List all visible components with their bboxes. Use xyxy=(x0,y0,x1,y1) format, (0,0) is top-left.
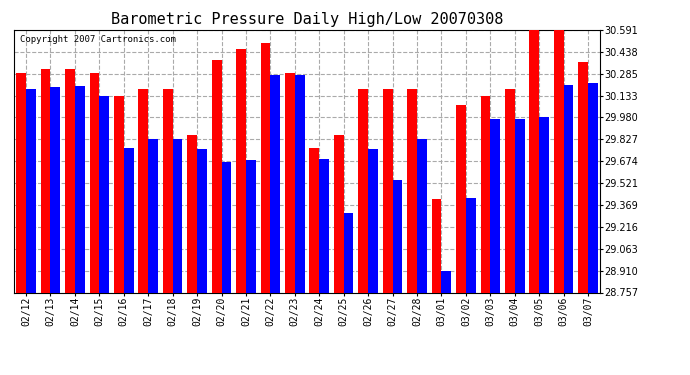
Bar xyxy=(368,149,378,292)
Bar xyxy=(539,117,549,292)
Bar xyxy=(554,30,564,292)
Bar xyxy=(90,73,99,292)
Title: Barometric Pressure Daily High/Low 20070308: Barometric Pressure Daily High/Low 20070… xyxy=(111,12,503,27)
Bar xyxy=(319,159,329,292)
Bar xyxy=(75,86,85,292)
Bar xyxy=(246,160,256,292)
Bar xyxy=(310,147,319,292)
Bar xyxy=(529,30,539,292)
Bar xyxy=(480,96,491,292)
Bar xyxy=(65,69,75,292)
Bar xyxy=(187,135,197,292)
Bar xyxy=(466,198,475,292)
Bar xyxy=(17,73,26,292)
Bar xyxy=(172,139,182,292)
Bar xyxy=(197,149,207,292)
Bar xyxy=(515,119,524,292)
Bar xyxy=(139,89,148,292)
Bar xyxy=(588,83,598,292)
Bar xyxy=(163,89,172,292)
Bar xyxy=(26,89,36,292)
Text: Copyright 2007 Cartronics.com: Copyright 2007 Cartronics.com xyxy=(19,35,175,44)
Bar xyxy=(114,96,124,292)
Bar xyxy=(41,69,50,292)
Bar xyxy=(285,73,295,292)
Bar xyxy=(236,49,246,292)
Bar xyxy=(295,75,304,292)
Bar xyxy=(383,89,393,292)
Bar xyxy=(358,89,368,292)
Bar xyxy=(456,105,466,292)
Bar xyxy=(491,119,500,292)
Bar xyxy=(407,89,417,292)
Bar xyxy=(99,96,109,292)
Bar xyxy=(432,199,442,292)
Bar xyxy=(221,162,231,292)
Bar xyxy=(212,60,221,292)
Bar xyxy=(505,89,515,292)
Bar xyxy=(270,75,280,292)
Bar xyxy=(442,271,451,292)
Bar xyxy=(148,139,158,292)
Bar xyxy=(344,213,353,292)
Bar xyxy=(334,135,344,292)
Bar xyxy=(417,139,427,292)
Bar xyxy=(564,84,573,292)
Bar xyxy=(578,62,588,292)
Bar xyxy=(50,87,60,292)
Bar xyxy=(393,180,402,292)
Bar xyxy=(261,43,270,292)
Bar xyxy=(124,147,134,292)
